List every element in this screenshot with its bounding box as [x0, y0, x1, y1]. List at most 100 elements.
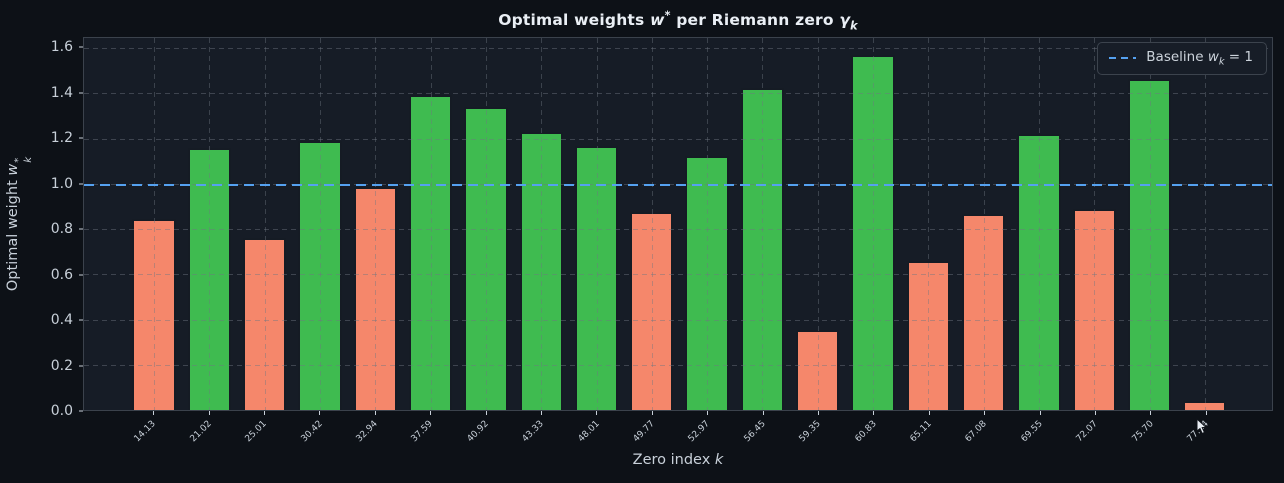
legend-label: Baseline wk = 1: [1146, 49, 1253, 68]
x-tick-label: 56.45: [742, 419, 768, 445]
tick-mark-y: [79, 228, 83, 230]
y-tick-label: 1.6: [50, 39, 73, 56]
bar: [1183, 401, 1227, 410]
tick-mark-y: [79, 319, 83, 321]
y-axis-w-symbol: w: [5, 163, 22, 176]
bar: [353, 186, 397, 410]
y-tick-label: 1.4: [50, 84, 73, 101]
gridline-v: [983, 38, 985, 410]
baseline-line: [84, 183, 1272, 186]
gridline-v: [1094, 38, 1096, 410]
tick-mark-x: [817, 411, 819, 415]
x-tick-label: 69.55: [1019, 419, 1045, 445]
gridline-h: [84, 138, 1272, 140]
x-tick-label: 72.07: [1074, 419, 1100, 445]
tick-mark-x: [485, 411, 487, 415]
gridline-v: [541, 38, 543, 410]
tick-mark-y: [79, 365, 83, 367]
tick-mark-x: [928, 411, 930, 415]
y-tick-label: 0.0: [50, 403, 73, 419]
bar: [464, 106, 508, 410]
gridline-v: [596, 38, 598, 410]
y-axis-w-subsup: * k: [12, 156, 35, 163]
gridline-v: [154, 38, 156, 410]
x-tick-label: 59.35: [797, 419, 824, 445]
bar: [906, 260, 950, 410]
y-tick-label: 1.2: [50, 130, 73, 147]
x-tick-label: 52.97: [686, 419, 713, 445]
gridline-v: [707, 38, 709, 410]
title-star: *: [664, 9, 671, 22]
y-axis-label: Optimal weight w * k: [5, 157, 35, 291]
y-tick-label: 0.4: [50, 312, 73, 329]
title-text: Optimal weights: [498, 11, 651, 30]
bar: [961, 213, 1006, 410]
x-axis-k-symbol: k: [714, 452, 724, 468]
tick-mark-x: [707, 411, 709, 415]
mouse-cursor-icon: [1196, 417, 1209, 439]
x-tick-label: 32.94: [354, 419, 380, 445]
bar: [243, 238, 287, 410]
title-w-symbol: w: [650, 11, 665, 30]
bar: [630, 212, 674, 410]
gridline-v: [762, 38, 764, 410]
tick-mark-x: [1150, 411, 1152, 415]
tick-mark-y: [79, 274, 83, 276]
tick-mark-x: [1205, 411, 1207, 415]
x-tick-label: 67.08: [963, 419, 990, 445]
legend: Baseline wk = 1: [1097, 42, 1267, 75]
tick-mark-x: [1094, 411, 1096, 415]
tick-mark-x: [762, 411, 764, 415]
tick-mark-y: [79, 46, 83, 48]
y-tick-label: 0.8: [50, 221, 73, 238]
gridline-v: [873, 38, 874, 410]
tick-mark-y: [79, 137, 83, 139]
gridline-h: [84, 274, 1272, 276]
tick-mark-x: [374, 411, 376, 415]
gridline-v: [817, 38, 819, 410]
x-tick-label: 40.92: [465, 419, 491, 445]
x-tick-label: 60.83: [853, 419, 879, 445]
tick-mark-x: [319, 411, 321, 415]
gridline-h: [84, 364, 1272, 366]
bar: [132, 218, 176, 410]
gridline-v: [375, 38, 377, 410]
tick-mark-x: [208, 411, 210, 415]
x-tick-label: 37.59: [409, 419, 436, 445]
tick-mark-x: [651, 411, 653, 415]
tick-mark-x: [873, 411, 875, 415]
tick-mark-x: [596, 411, 598, 415]
x-tick-label: 21.02: [188, 419, 214, 445]
y-axis-label-text: Optimal weight: [5, 175, 22, 292]
bar: [851, 54, 895, 410]
x-tick-label: 25.01: [243, 419, 270, 445]
tick-mark-x: [153, 411, 155, 415]
bar: [1017, 134, 1061, 410]
gridline-v: [1038, 38, 1040, 410]
title-gamma-sub: k: [850, 19, 858, 33]
tick-mark-x: [540, 411, 542, 415]
bar: [1072, 208, 1116, 410]
gridline-v: [485, 38, 487, 410]
x-tick-label: 30.42: [299, 419, 325, 445]
x-axis-label-text: Zero index: [632, 452, 715, 468]
tick-mark-x: [1039, 411, 1041, 415]
gridline-h: [84, 48, 1272, 50]
x-tick-label: 65.11: [908, 419, 934, 445]
x-tick-label: 49.77: [631, 419, 657, 445]
bar: [519, 132, 563, 410]
bar: [740, 87, 785, 410]
bar: [408, 94, 453, 410]
bar: [1127, 79, 1172, 410]
bar: [574, 145, 619, 410]
gridline-v: [1204, 38, 1206, 410]
legend-dashed-line-sample: [1109, 57, 1137, 60]
x-tick-label: 43.33: [520, 419, 547, 445]
tick-mark-x: [263, 411, 265, 415]
tick-mark-y: [79, 92, 83, 94]
bar: [796, 330, 840, 410]
gridline-h: [84, 93, 1272, 95]
gridline-v: [209, 38, 211, 410]
plot-area: [83, 37, 1273, 411]
